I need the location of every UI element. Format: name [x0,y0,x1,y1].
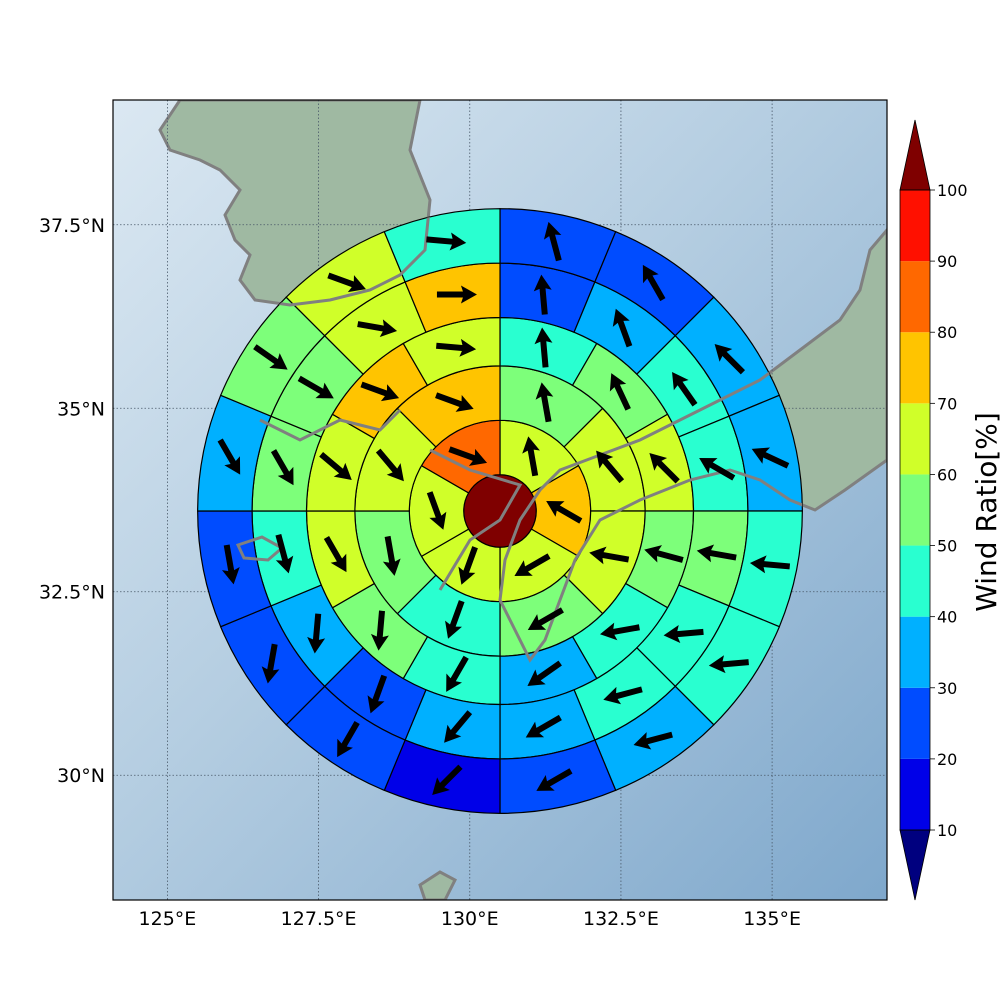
wind-arrow [527,607,564,630]
colorbar-under-arrow [899,829,931,901]
y-tick-label: 32.5°N [39,582,105,604]
wind-arrow [642,264,666,302]
colorbar: 10 20 30 40 50 60 70 80 90 100 [899,119,968,901]
x-tick-label: 127.5°E [281,908,357,930]
wind-arrow [603,686,643,705]
wind-arrow [543,221,562,262]
wind-arrow [596,450,625,484]
y-tick-label: 30°N [57,765,105,787]
wind-arrow [337,720,360,758]
wind-arrow [514,553,551,576]
wind-arrow [535,382,554,423]
wind-arrow [546,501,583,524]
y-tick-labels: 37.5°N 35°N 32.5°N 30°N [39,215,105,787]
wind-arrow [649,453,680,484]
sectors-layer [197,208,803,814]
colorbar-segment [900,190,930,262]
colorbar-tick-label: 10 [937,821,957,840]
wind-arrow [448,446,488,466]
wind-arrow [714,344,746,375]
wind-arrow [253,344,288,370]
colorbar-over-arrow [899,119,931,191]
wind-arrow [382,535,401,576]
colorbar-tick-label: 80 [937,323,957,342]
wind-arrow [435,338,477,357]
wind-arrow [696,544,737,563]
colorbar-segment [900,403,930,475]
colorbar-tick-label: 100 [937,181,968,200]
wind-arrow [522,436,540,477]
colorbar-segment [900,758,930,830]
colorbar-label: Wind Ratio[%] [970,412,1000,612]
wind-arrow [672,372,698,407]
wind-arrow [360,381,400,402]
wind-arrow [633,731,673,750]
x-tick-label: 132.5°E [583,908,659,930]
wind-arrow [217,438,241,475]
colorbar-segment [900,687,930,759]
wind-arrow [221,544,240,585]
colorbar-segment [900,545,930,617]
wind-arrow [525,714,562,738]
wind-arrow [600,622,640,641]
colorbar-tick-label: 30 [937,679,957,698]
wind-arrow [751,447,790,469]
colorbar-tick-label: 40 [937,608,957,627]
colorbar-tick-label: 50 [937,537,957,556]
wind-arrow [432,764,463,795]
x-tick-labels: 125°E 127.5°E 130°E 132.5°E 135°E [139,908,801,930]
wind-arrow [323,536,347,573]
wind-arrow [367,674,388,714]
wind-arrow [297,375,334,399]
wind-arrow [663,625,704,643]
colorbar-tick-label: 60 [937,465,957,484]
wind-arrow [426,232,467,251]
wind-arrow [319,452,352,481]
colorbar-tick-label: 70 [937,394,957,413]
colorbar-frame [899,189,931,831]
y-tick-label: 35°N [57,398,105,420]
y-tick-label: 37.5°N [39,215,105,237]
wind-arrow [445,600,465,639]
wind-arrow [307,613,326,654]
wind-arrow [327,272,366,293]
plot-frame [112,99,888,901]
wind-arrow [444,710,473,743]
wind-arrow [261,643,280,684]
colorbar-segment [900,474,930,546]
wind-arrow [275,533,294,574]
wind-arrow [458,546,478,585]
wind-arrow [612,308,633,348]
wind-arrow [534,327,553,368]
colorbar-tick-label: 20 [937,750,957,769]
wind-arrow [699,457,736,481]
wind-arrow [708,655,749,674]
colorbar-segment [900,616,930,688]
wind-arrow [435,392,474,412]
wind-arrow [609,373,631,411]
x-tick-label: 130°E [441,908,499,930]
x-tick-label: 125°E [139,908,197,930]
colorbar-segment [900,261,930,333]
wind-arrow [426,491,447,530]
wind-arrow [533,274,552,315]
south-island [418,870,457,900]
colorbar-tick-label: 90 [937,252,957,271]
x-tick-label: 135°E [743,908,801,930]
wind-arrow [536,768,573,791]
colorbar-segment [900,332,930,404]
wind-arrow [644,545,684,563]
wind-arrow [357,319,398,338]
wind-arrow [749,555,791,574]
wind-arrow [436,285,477,304]
wind-arrow [370,610,389,651]
wind-arrow [270,449,294,486]
wind-arrow [446,655,469,692]
wind-arrows-layer [217,221,791,795]
wind-arrow [375,448,404,482]
wind-arrow [589,546,630,565]
wind-arrow [527,660,562,687]
